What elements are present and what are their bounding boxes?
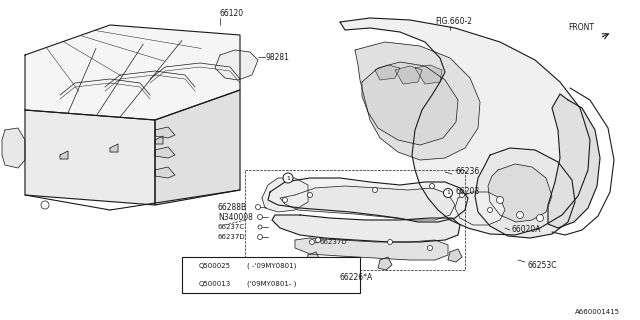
Text: 98281: 98281 (266, 52, 290, 61)
Text: ( -'09MY0801): ( -'09MY0801) (247, 263, 296, 269)
Text: N340008: N340008 (218, 212, 253, 221)
Circle shape (497, 196, 504, 204)
Circle shape (387, 239, 392, 244)
Polygon shape (355, 42, 480, 160)
Circle shape (460, 193, 465, 197)
Polygon shape (455, 192, 505, 225)
Text: FRONT: FRONT (568, 23, 594, 33)
Polygon shape (272, 215, 460, 242)
Polygon shape (110, 144, 118, 152)
Text: ('09MY0801- ): ('09MY0801- ) (247, 281, 296, 287)
Text: 66253C: 66253C (527, 260, 557, 269)
Polygon shape (448, 249, 462, 262)
Circle shape (255, 204, 260, 210)
Text: Q500025: Q500025 (199, 263, 231, 269)
Circle shape (258, 225, 262, 229)
Circle shape (184, 261, 194, 271)
Text: Q500013: Q500013 (199, 281, 231, 287)
Polygon shape (155, 127, 175, 138)
Circle shape (536, 214, 543, 221)
Text: 66237D: 66237D (320, 239, 348, 245)
Text: 66120: 66120 (220, 10, 244, 19)
Circle shape (257, 214, 262, 220)
Text: 66288B: 66288B (218, 203, 247, 212)
Polygon shape (2, 128, 25, 168)
Text: 66237D: 66237D (218, 234, 246, 240)
Circle shape (307, 193, 312, 197)
Text: 1: 1 (286, 175, 290, 180)
Text: FIG.660-2: FIG.660-2 (435, 18, 472, 27)
Polygon shape (155, 147, 175, 158)
Text: 66020A: 66020A (512, 226, 541, 235)
Circle shape (283, 173, 293, 183)
Text: 1: 1 (446, 190, 450, 196)
Bar (245, 170, 465, 270)
Circle shape (184, 279, 194, 289)
Text: 66203: 66203 (455, 188, 479, 196)
Bar (182, 257, 360, 293)
Polygon shape (155, 167, 175, 178)
Circle shape (488, 207, 493, 212)
Polygon shape (25, 25, 240, 120)
Circle shape (429, 183, 435, 188)
Polygon shape (548, 94, 600, 228)
Polygon shape (155, 90, 240, 205)
Text: 66237C: 66237C (218, 224, 245, 230)
Text: 66236: 66236 (455, 167, 479, 177)
Polygon shape (395, 66, 422, 84)
Circle shape (282, 197, 287, 203)
Polygon shape (306, 252, 320, 265)
Polygon shape (295, 238, 448, 260)
Polygon shape (378, 257, 392, 270)
Polygon shape (25, 110, 155, 205)
Circle shape (428, 245, 433, 251)
Circle shape (41, 201, 49, 209)
Polygon shape (488, 164, 552, 222)
Polygon shape (375, 65, 400, 80)
Polygon shape (340, 18, 590, 235)
Circle shape (316, 237, 321, 243)
Polygon shape (262, 178, 308, 212)
Polygon shape (155, 136, 163, 144)
Polygon shape (280, 186, 455, 220)
Circle shape (444, 188, 452, 197)
Polygon shape (60, 151, 68, 159)
Polygon shape (362, 62, 458, 145)
Polygon shape (268, 178, 468, 222)
Circle shape (310, 239, 314, 244)
Text: A660001415: A660001415 (575, 309, 620, 315)
Polygon shape (415, 65, 442, 84)
Circle shape (257, 235, 262, 239)
Polygon shape (215, 50, 258, 80)
Text: 1: 1 (187, 263, 191, 268)
Circle shape (516, 212, 524, 219)
Text: 1: 1 (187, 282, 191, 286)
Text: 66226*A: 66226*A (340, 274, 373, 283)
Circle shape (372, 188, 378, 193)
Polygon shape (475, 148, 575, 238)
